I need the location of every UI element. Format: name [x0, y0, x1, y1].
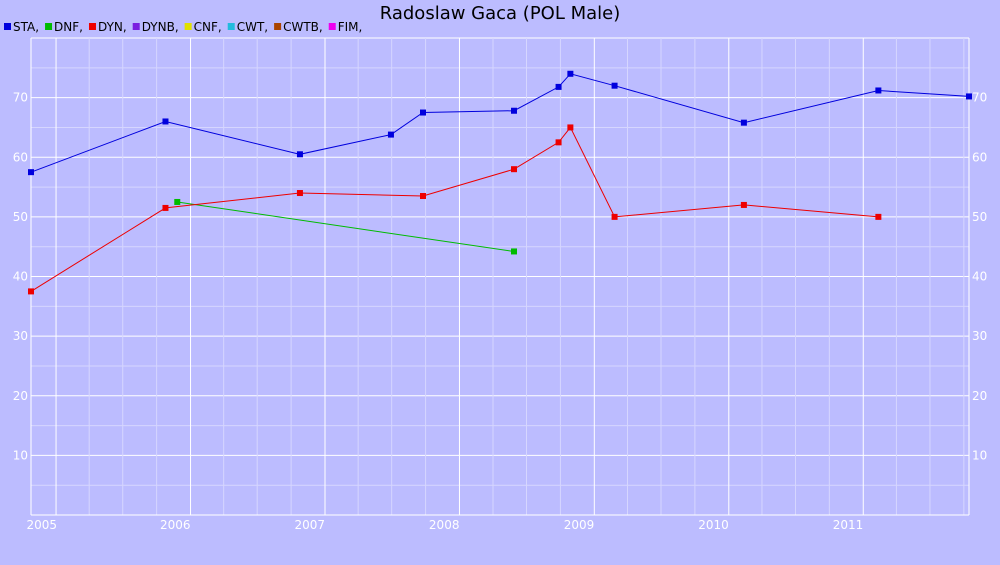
data-point-dyn — [296, 190, 303, 197]
y-tick-label-right: 30 — [972, 329, 987, 343]
grid-layer — [31, 37, 969, 515]
x-tick-label: 2010 — [698, 518, 729, 532]
x-tick-label: 2006 — [160, 518, 191, 532]
x-tick-label: 2008 — [429, 518, 460, 532]
chart-title: Radoslaw Gaca (POL Male) — [380, 3, 621, 24]
x-tick-label: 2007 — [294, 518, 325, 532]
data-point-dyn — [28, 288, 34, 295]
data-point-dyn — [555, 139, 562, 146]
y-tick-label-right: 10 — [972, 448, 987, 462]
legend-swatch-dynb — [132, 23, 140, 30]
series-line-dnf — [177, 201, 515, 252]
data-point-sta — [567, 70, 574, 77]
x-tick-label: 2009 — [564, 518, 595, 532]
y-tick-label-left: 70 — [13, 91, 28, 105]
legend-swatch-fim — [328, 23, 336, 30]
legend-swatch-dyn — [88, 23, 96, 30]
data-point-sta — [28, 169, 34, 176]
y-tick-label-right: 70 — [972, 91, 987, 105]
data-point-sta — [966, 93, 972, 100]
data-point-dyn — [611, 213, 618, 220]
data-point-dnf — [174, 198, 181, 205]
legend-swatch-cnf — [184, 23, 192, 30]
data-point-sta — [420, 109, 426, 116]
data-point-dyn — [740, 201, 747, 208]
x-tick-label: 2005 — [26, 518, 57, 532]
y-tick-label-left: 60 — [13, 150, 28, 164]
y-tick-label-right: 40 — [972, 270, 987, 284]
y-tick-label-right: 60 — [972, 150, 987, 164]
data-point-dyn — [875, 213, 882, 220]
y-tick-label-right: 20 — [972, 389, 987, 403]
legend-label-cnf: CNF, — [194, 20, 222, 34]
data-point-dyn — [162, 204, 169, 211]
legend-label-fim: FIM, — [338, 20, 363, 34]
data-point-dyn — [567, 124, 574, 131]
y-tick-label-left: 50 — [13, 210, 28, 224]
axis-layer: 2005 2006 2007 2008 2009 2010 2011 10 10 20 20 30 30… — [13, 38, 987, 532]
legend-label-dyn: DYN, — [98, 20, 127, 34]
data-point-dnf — [511, 248, 517, 255]
data-point-dyn — [511, 166, 517, 173]
x-tick-label: 2011 — [833, 518, 864, 532]
legend-label-cwt: CWT, — [237, 20, 268, 34]
legend-label-dynb: DYNB, — [142, 20, 179, 34]
legend: STA, DNF, DYN, DYNB, CNF, CWT, CWTB, FIM, — [4, 20, 362, 34]
series-layer — [28, 70, 972, 295]
legend-label-dnf: DNF, — [54, 20, 83, 34]
y-tick-label-left: 20 — [13, 389, 28, 403]
legend-label-cwtb: CWTB, — [283, 20, 323, 34]
y-tick-label-left: 30 — [13, 329, 28, 343]
data-point-sta — [296, 151, 303, 158]
data-point-sta — [162, 118, 169, 125]
legend-label-sta: STA, — [13, 20, 39, 34]
legend-swatch-cwt — [227, 23, 235, 30]
series-line-sta — [30, 73, 970, 173]
y-tick-label-left: 10 — [13, 448, 28, 462]
legend-swatch-dnf — [45, 23, 53, 30]
data-point-sta — [387, 131, 394, 138]
data-point-sta — [611, 82, 618, 89]
legend-swatch-cwtb — [274, 23, 282, 30]
data-point-sta — [555, 83, 562, 90]
data-point-sta — [875, 87, 882, 94]
data-point-sta — [511, 107, 517, 114]
y-tick-label-right: 50 — [972, 210, 987, 224]
legend-swatch-sta — [4, 23, 11, 30]
data-point-sta — [740, 119, 747, 126]
series-line-dyn — [30, 126, 879, 292]
data-point-dyn — [420, 193, 426, 200]
y-tick-label-left: 40 — [13, 270, 28, 284]
